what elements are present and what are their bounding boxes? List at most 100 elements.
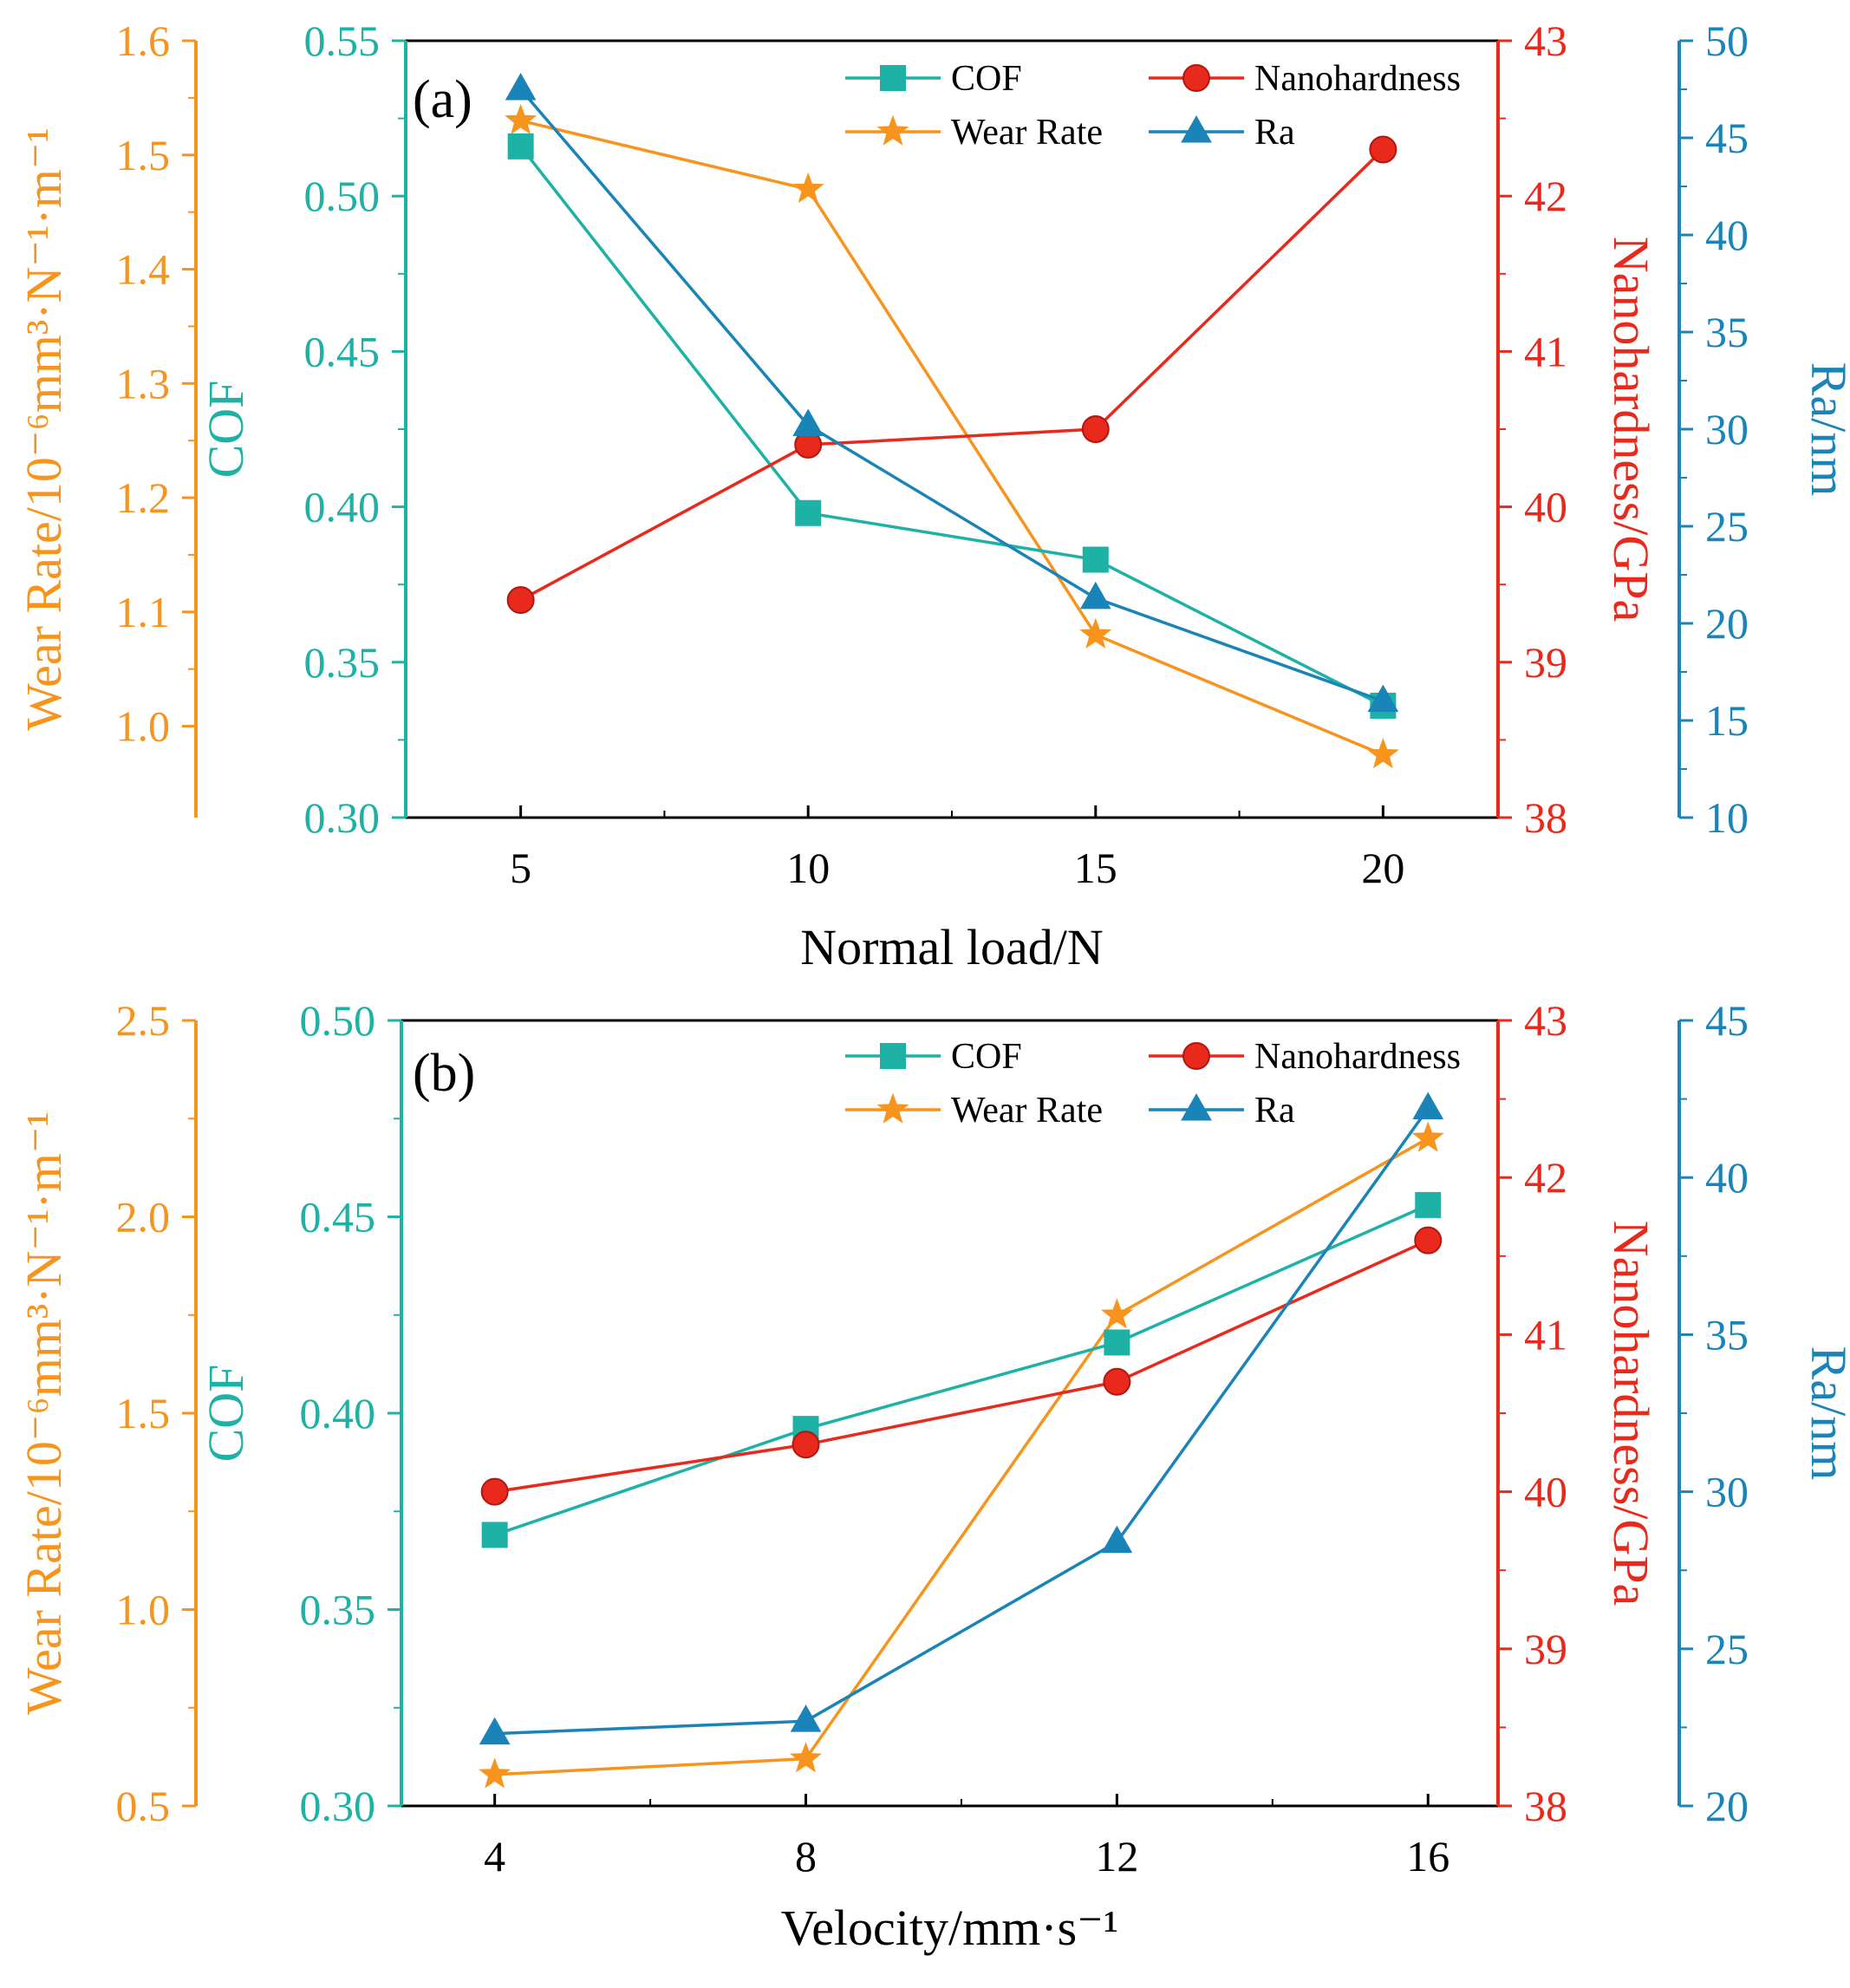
- series-line: [494, 1107, 1430, 1736]
- x-tick-label: 16: [1406, 1832, 1449, 1880]
- legend-marker: [876, 1092, 909, 1124]
- data-point: [1366, 738, 1399, 769]
- legend-marker: [1181, 114, 1212, 143]
- data-point: [479, 1757, 511, 1789]
- data-point: [1367, 684, 1399, 713]
- x-tick-label: 12: [1095, 1832, 1138, 1880]
- plot-frame: [404, 39, 1500, 819]
- nano-axis-label: Nanohardness/GPa: [1603, 1221, 1659, 1607]
- data-point: [1369, 135, 1397, 164]
- cof-tick-label: 0.45: [300, 1193, 376, 1242]
- wear-tick-label: 2.5: [116, 996, 171, 1045]
- ra-tick-label: 50: [1705, 16, 1749, 65]
- nano-axis-label: Nanohardness/GPa: [1603, 237, 1659, 622]
- ra-tick-label: 25: [1705, 1625, 1749, 1673]
- data-point: [1079, 617, 1112, 649]
- nano-tick-label: 40: [1524, 1468, 1567, 1516]
- legend-marker: [1182, 64, 1210, 92]
- ra-axis-label: Ra/nm: [1801, 362, 1850, 497]
- nano-tick-label: 42: [1524, 172, 1567, 220]
- wear-tick-label: 1.0: [116, 1586, 171, 1634]
- wear-tick-label: 1.2: [116, 473, 171, 522]
- cof-tick-label: 0.30: [304, 793, 381, 842]
- nano-tick-label: 39: [1524, 1625, 1567, 1673]
- data-point: [480, 1477, 509, 1506]
- series-line: [519, 145, 1384, 707]
- panel-label: (a): [413, 70, 472, 129]
- series-wear-rate: [505, 103, 1399, 769]
- wear-tick-label: 1.1: [116, 588, 171, 636]
- data-point: [1081, 415, 1110, 443]
- cof-tick-label: 0.40: [300, 1389, 376, 1437]
- data-point: [507, 133, 534, 160]
- series-cof: [481, 1191, 1442, 1548]
- nano-tick-label: 41: [1524, 327, 1567, 375]
- wear-tick-label: 1.3: [116, 359, 171, 407]
- series-ra: [505, 72, 1399, 713]
- legend-marker: [880, 65, 906, 91]
- series-line: [519, 88, 1384, 703]
- wear-tick-label: 2.0: [116, 1193, 171, 1242]
- legend-label: Wear Rate: [951, 113, 1103, 153]
- ra-tick-label: 35: [1705, 308, 1749, 356]
- series-nanohardness: [506, 135, 1397, 615]
- nano-tick-label: 38: [1524, 1782, 1567, 1830]
- series-line: [520, 119, 1384, 757]
- data-point: [1104, 1329, 1130, 1356]
- legend-label: COF: [951, 59, 1022, 99]
- series-line: [494, 1203, 1430, 1537]
- series-ra: [479, 1092, 1444, 1745]
- cof-tick-label: 0.55: [304, 16, 381, 65]
- legend: COF Nanohardness Wear Rate Ra: [845, 1037, 1461, 1131]
- data-point: [790, 1742, 822, 1773]
- cof-tick-label: 0.40: [304, 483, 381, 531]
- series-cof: [507, 133, 1397, 719]
- wear-tick-label: 1.5: [116, 131, 171, 179]
- x-axis-label: Normal load/N: [800, 919, 1104, 975]
- wear-axis-label: Wear Rate/10⁻⁶mm³·N⁻¹·m⁻¹: [16, 1111, 72, 1715]
- series-wear-rate: [479, 1121, 1444, 1789]
- ra-tick-label: 45: [1705, 114, 1749, 162]
- series-line: [494, 1137, 1430, 1776]
- x-tick-label: 15: [1074, 844, 1117, 892]
- ra-tick-label: 45: [1705, 996, 1749, 1045]
- cof-tick-label: 0.35: [300, 1586, 376, 1634]
- data-point: [790, 1704, 822, 1732]
- data-point: [1411, 1121, 1444, 1152]
- nano-tick-label: 42: [1524, 1153, 1567, 1202]
- nano-tick-label: 39: [1524, 638, 1567, 687]
- series-line: [519, 148, 1384, 602]
- ra-tick-label: 30: [1705, 405, 1749, 453]
- wear-tick-label: 1.6: [116, 16, 171, 65]
- ra-tick-label: 35: [1705, 1310, 1749, 1359]
- panel-label: (b): [413, 1044, 475, 1103]
- ra-tick-label: 25: [1705, 502, 1749, 551]
- wear-tick-label: 1.4: [116, 245, 171, 294]
- cof-axis-label: COF: [198, 1365, 254, 1463]
- cof-tick-label: 0.30: [300, 1782, 376, 1830]
- x-tick-label: 10: [786, 844, 830, 892]
- ra-tick-label: 20: [1705, 599, 1749, 648]
- legend-marker: [880, 1043, 906, 1069]
- data-point: [795, 499, 822, 526]
- data-point: [1100, 1298, 1133, 1329]
- x-tick-label: 4: [484, 1832, 505, 1880]
- ra-tick-label: 40: [1705, 211, 1749, 259]
- data-point: [479, 1717, 511, 1745]
- wear-tick-label: 0.5: [116, 1782, 171, 1830]
- cof-tick-label: 0.45: [304, 327, 381, 375]
- data-point: [505, 72, 537, 101]
- plot-frame: [400, 1019, 1500, 1808]
- ra-tick-label: 40: [1705, 1153, 1749, 1202]
- x-axis-label: Velocity/mm·s⁻¹: [781, 1900, 1119, 1956]
- nano-tick-label: 38: [1524, 793, 1567, 842]
- cof-axis-label: COF: [198, 381, 254, 479]
- legend-label: Nanohardness: [1254, 59, 1461, 99]
- data-point: [1414, 1226, 1443, 1255]
- legend-label: Ra: [1254, 1091, 1295, 1131]
- wear-axis-label: Wear Rate/10⁻⁶mm³·N⁻¹·m⁻¹: [16, 127, 72, 731]
- cof-tick-label: 0.50: [304, 172, 381, 220]
- nano-tick-label: 43: [1524, 996, 1567, 1045]
- data-point: [506, 586, 535, 615]
- data-point: [505, 103, 537, 134]
